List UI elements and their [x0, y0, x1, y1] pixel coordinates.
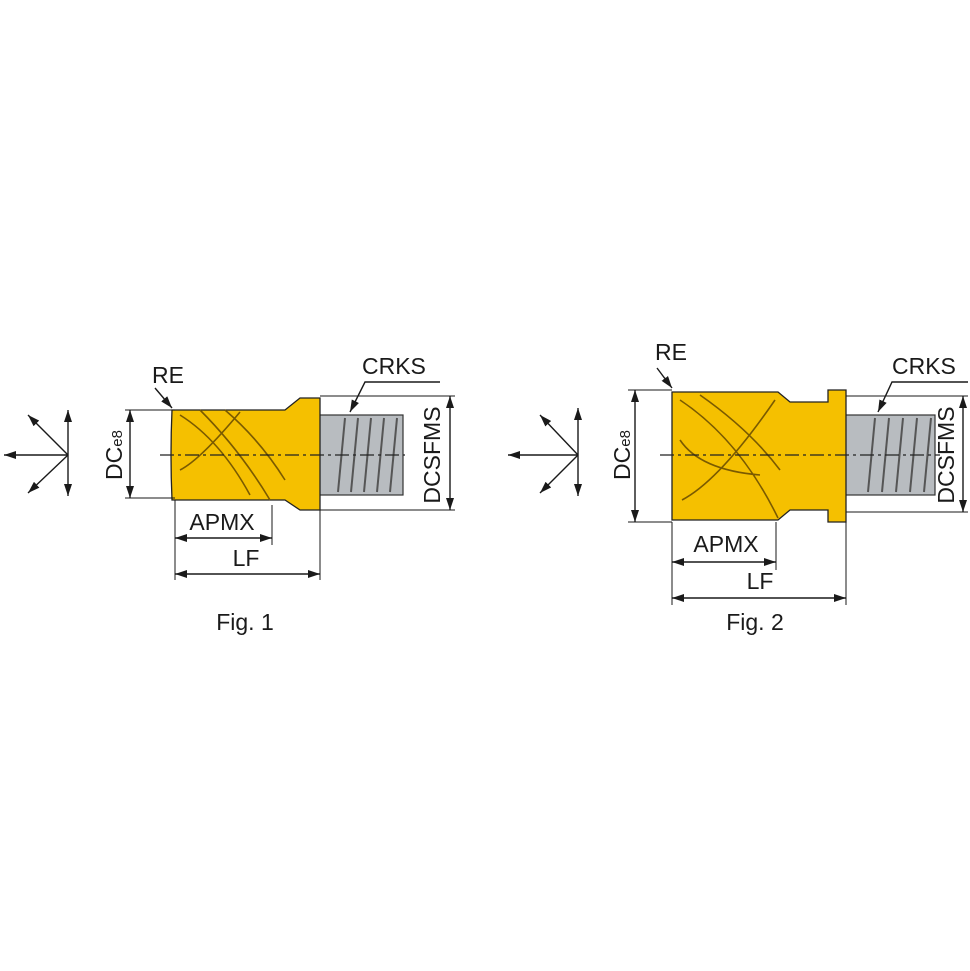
- tool-body-part: [170, 397, 321, 511]
- orientation-symbol-part: [539, 414, 579, 456]
- dc-label: DCe8: [101, 430, 127, 480]
- tool-body: [671, 389, 847, 523]
- dc-tolerance: e8: [617, 430, 634, 447]
- crks-label: CRKS: [892, 353, 956, 379]
- tool-body-part: [671, 389, 847, 523]
- dcsfms-label: DCSFMS: [933, 406, 959, 503]
- figure-2: RE CRKS DCe8 DCSFMS APMX LF Fig. 2: [508, 339, 968, 635]
- orientation-symbol-part: [27, 414, 69, 456]
- dc: DC: [101, 447, 127, 480]
- apmx-label: APMX: [189, 509, 254, 535]
- caption: Fig. 2: [726, 609, 784, 635]
- figure-1: RE CRKS DCe8 DCSFMS APMX LF Fig. 1: [4, 353, 455, 635]
- dimension-lines: [125, 381, 455, 580]
- dc-tolerance: e8: [109, 430, 126, 447]
- dc: DC: [609, 447, 635, 480]
- tool-body-part: [679, 394, 781, 519]
- re-label: RE: [152, 362, 184, 388]
- caption: Fig. 1: [216, 609, 274, 635]
- re-label: RE: [655, 339, 687, 365]
- dimension-lines-part: [154, 387, 173, 409]
- dcsfms-label: DCSFMS: [419, 406, 445, 503]
- dimension-lines-part: [349, 381, 440, 413]
- tool-body-part: [179, 409, 286, 501]
- lf-label: LF: [233, 545, 260, 571]
- orientation-symbol: [508, 408, 582, 496]
- lf-label: LF: [747, 568, 774, 594]
- orientation-symbol-part: [539, 454, 579, 494]
- dc-text: DCe8: [101, 430, 127, 480]
- crks-label: CRKS: [362, 353, 426, 379]
- tool-shank-part: [923, 417, 932, 493]
- orientation-symbol-part: [27, 454, 69, 494]
- orientation-symbol: [4, 410, 72, 496]
- dimension-lines: [628, 367, 968, 605]
- tool-body: [170, 397, 321, 511]
- apmx-label: APMX: [693, 531, 758, 557]
- tool-shank-part: [895, 417, 904, 493]
- dc-text: DCe8: [609, 430, 635, 480]
- dc-label: DCe8: [609, 430, 635, 480]
- dimension-lines-part: [656, 367, 673, 389]
- dimension-lines-part: [877, 381, 968, 413]
